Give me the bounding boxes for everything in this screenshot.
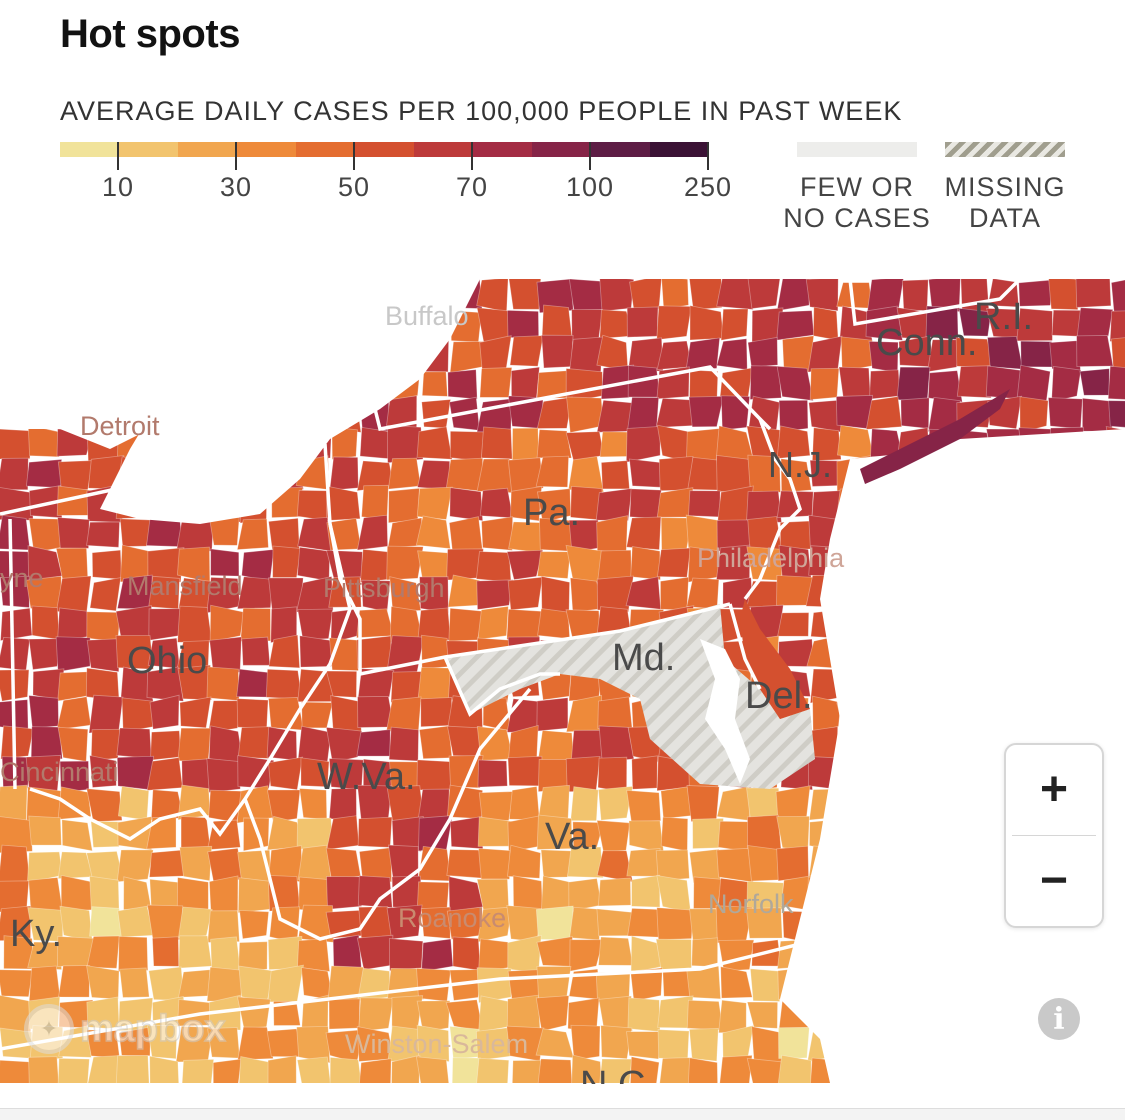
info-icon: i: [1053, 1001, 1065, 1037]
city-label-philadelphia: Philadelphia: [697, 543, 845, 573]
state-label-ky: Ky.: [10, 913, 63, 955]
state-label-nc: N.C.: [580, 1064, 656, 1084]
legend-swatch: [591, 142, 650, 157]
city-label-wayne: yne: [0, 563, 44, 593]
state-label-pa: Pa.: [523, 492, 581, 534]
legend-swatch: [119, 142, 178, 157]
legend-tick-label: 50: [337, 172, 371, 202]
page-title: Hot spots: [60, 12, 240, 56]
choropleth-map[interactable]: [0, 279, 1125, 1083]
zoom-control: + −: [1004, 743, 1104, 928]
legend-tick: [353, 142, 355, 170]
city-label-buffalo: Buffalo: [385, 301, 469, 331]
legend-swatch: [60, 142, 119, 157]
legend-tick-label: 10: [101, 172, 135, 202]
city-label-winston-salem: Winston-Salem: [345, 1029, 529, 1059]
few-cases-swatch: [797, 142, 917, 157]
state-label-del: Del.: [745, 675, 813, 717]
lake-erie: [0, 279, 480, 454]
city-label-norfolk: Norfolk: [708, 889, 794, 919]
zoom-out-button[interactable]: −: [1006, 836, 1102, 926]
legend-title: AVERAGE DAILY CASES PER 100,000 PEOPLE I…: [60, 96, 903, 126]
color-scale: [60, 142, 709, 157]
city-label-roanoke: Roanoke: [398, 903, 507, 933]
legend-tick-label: 100: [565, 172, 615, 202]
info-button[interactable]: i: [1038, 998, 1080, 1040]
state-label-ri: R.I.: [974, 296, 1034, 338]
long-island: [860, 389, 1010, 484]
chesapeake-bay: [700, 639, 750, 784]
city-label-detroit: Detroit: [80, 411, 160, 441]
state-label-wva: W.Va.: [317, 756, 416, 798]
legend-tick-label: 30: [219, 172, 253, 202]
legend-tick-label: 70: [455, 172, 489, 202]
mapbox-icon: ✦: [24, 1004, 74, 1054]
legend-tick: [471, 142, 473, 170]
legend-tick: [589, 142, 591, 170]
legend-swatch: [355, 142, 414, 157]
delaware-region: [740, 599, 810, 719]
legend-swatch: [296, 142, 355, 157]
legend-swatch: [650, 142, 709, 157]
bottom-divider: [0, 1108, 1125, 1120]
legend-tick: [117, 142, 119, 170]
plus-icon: +: [1039, 763, 1069, 816]
mapbox-logo[interactable]: ✦ mapbox: [24, 1004, 226, 1054]
legend-swatch: [414, 142, 473, 157]
legend-swatch: [237, 142, 296, 157]
legend-swatch: [178, 142, 237, 157]
state-label-conn: Conn.: [876, 322, 978, 364]
missing-data-swatch: [945, 142, 1065, 157]
lake-erie-body: [100, 379, 330, 524]
legend-tick-label: 250: [683, 172, 733, 202]
state-borders: [0, 279, 1022, 1051]
few-cases-label: FEW OR NO CASES: [783, 172, 931, 233]
city-label-mansfield: Mansfield: [127, 571, 243, 601]
legend-tick: [235, 142, 237, 170]
city-label-pittsburgh: Pittsburgh: [323, 573, 445, 603]
state-label-ohio: Ohio: [127, 640, 208, 682]
mapbox-wordmark: mapbox: [79, 1007, 226, 1051]
legend-swatch: [532, 142, 591, 157]
state-label-md: Md.: [612, 637, 676, 679]
state-label-va: Va.: [545, 816, 600, 858]
legend-tick: [707, 142, 709, 170]
missing-data-label: MISSING DATA: [944, 172, 1066, 233]
legend-swatch: [473, 142, 532, 157]
city-label-cincinnati: Cincinnati: [0, 757, 119, 787]
minus-icon: −: [1039, 854, 1069, 907]
state-label-nj: N.J.: [768, 444, 833, 485]
zoom-in-button[interactable]: +: [1006, 745, 1102, 835]
